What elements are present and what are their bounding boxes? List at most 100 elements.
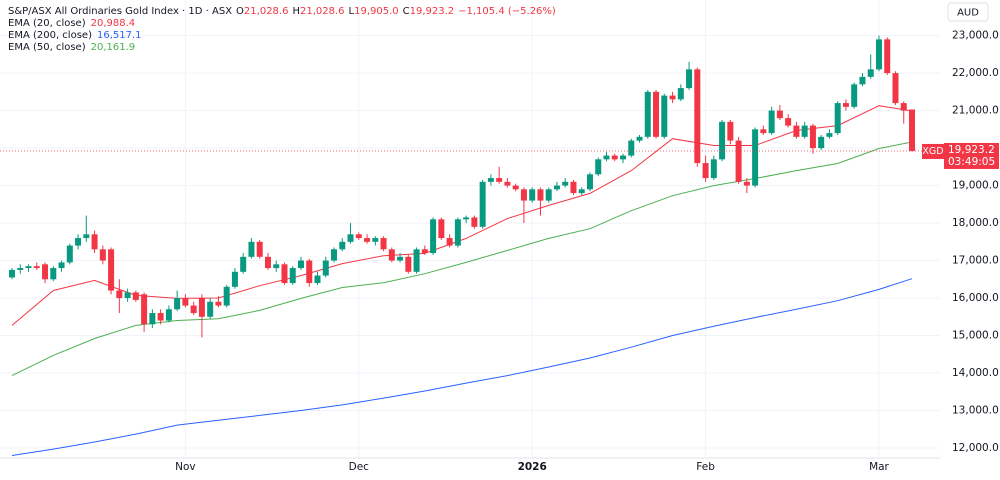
candle-body — [240, 256, 247, 272]
candle-body — [793, 125, 800, 137]
candle-body — [141, 294, 148, 325]
candle-body — [380, 238, 387, 250]
ticker-tag — [922, 143, 944, 159]
y-tick-label: 12,000.0 — [952, 442, 999, 454]
legend-value: 16,517.1 — [97, 30, 142, 41]
ticker: XGD — [922, 146, 943, 157]
grid — [0, 0, 940, 458]
candle-body — [198, 298, 205, 317]
candle-body — [487, 178, 494, 182]
candle-body — [694, 69, 701, 164]
candle-body — [471, 217, 478, 227]
candle-body — [397, 256, 404, 261]
candle-body — [586, 174, 593, 190]
y-tick-label: 17,000.0 — [952, 255, 999, 267]
currency-button[interactable] — [947, 2, 989, 22]
candle-body — [909, 109, 915, 151]
candle-body — [686, 69, 693, 89]
candle-body — [17, 268, 24, 270]
candle-body — [223, 286, 230, 306]
y-tick-label: 15,000.0 — [952, 330, 999, 342]
candle-body — [446, 238, 453, 246]
candle-body — [264, 256, 271, 269]
candle-body — [355, 234, 362, 239]
y-tick-label: 16,000.0 — [952, 292, 999, 304]
candle-body — [331, 249, 338, 261]
candle-body — [611, 155, 618, 160]
y-tick-label: 14,000.0 — [952, 367, 999, 379]
y-tick-label: 23,000.0 — [952, 30, 999, 42]
candle-body — [826, 133, 833, 137]
candle-body — [108, 249, 115, 291]
candle-body — [669, 95, 676, 100]
candle-body — [182, 298, 189, 306]
candle-body — [215, 301, 222, 306]
legend-name: EMA (20, close) — [8, 18, 86, 29]
candle-body — [768, 110, 775, 134]
candle-body — [809, 125, 816, 149]
candle-body — [405, 256, 412, 272]
candle-body — [776, 110, 783, 119]
x-tick-label: Mar — [869, 461, 889, 473]
candle-body — [677, 88, 684, 100]
candle-body — [743, 181, 750, 186]
candle-body — [595, 159, 602, 175]
candle-body — [710, 159, 717, 179]
candle-body — [388, 249, 395, 261]
candle-body — [719, 121, 726, 160]
legend-value: 20,988.4 — [91, 18, 136, 29]
candle-body — [190, 305, 197, 314]
candle-body — [116, 290, 123, 299]
candle-body — [347, 234, 354, 242]
y-tick-label: 13,000.0 — [952, 405, 999, 417]
countdown: 03:49:05 — [948, 156, 995, 168]
currency[interactable]: AUD — [957, 8, 979, 19]
candle-body — [496, 178, 503, 182]
ohlc-value: 19,923.2 — [410, 6, 455, 17]
x-tick-label: Nov — [175, 461, 196, 473]
candle-body — [661, 95, 668, 137]
candle-body — [562, 181, 569, 186]
y-tick-label: 18,000.0 — [952, 217, 999, 229]
candle-body — [834, 103, 841, 134]
candle-body — [785, 118, 792, 126]
price-tag — [944, 142, 999, 169]
x-tick-label: Feb — [696, 461, 715, 473]
candle-body — [859, 76, 866, 85]
candle-body — [735, 140, 742, 182]
candle-body — [529, 189, 536, 201]
y-tick-label: 21,000.0 — [952, 105, 999, 117]
candle-body — [702, 163, 709, 179]
candle-body — [603, 155, 610, 160]
candle-body — [884, 39, 891, 74]
candle-body — [520, 189, 527, 201]
candle-body — [430, 219, 437, 254]
candle-body — [653, 91, 660, 137]
candle-body — [644, 91, 651, 137]
candle-body — [512, 185, 519, 190]
candle-body — [25, 266, 32, 269]
last-price: 19,923.2 — [948, 144, 995, 156]
candle-body — [149, 313, 156, 325]
x-tick-label: 2026 — [518, 461, 547, 473]
candle-body — [454, 219, 461, 246]
candle-body — [231, 271, 238, 287]
ema-line — [11, 141, 913, 377]
candle-body — [273, 264, 280, 269]
candle-body — [314, 275, 321, 284]
ohlc-key: L — [349, 6, 355, 17]
candle-body — [207, 301, 214, 317]
candle-body — [842, 103, 849, 107]
candles — [9, 35, 915, 338]
candle-body — [727, 121, 734, 141]
candle-body — [297, 260, 304, 269]
candle-body — [66, 245, 73, 263]
candle-body — [33, 266, 40, 269]
candle-body — [504, 181, 511, 186]
y-tick-label: 19,000.0 — [952, 180, 999, 192]
candle-body — [752, 129, 759, 186]
candle-body — [372, 238, 379, 242]
candle-body — [248, 241, 255, 257]
